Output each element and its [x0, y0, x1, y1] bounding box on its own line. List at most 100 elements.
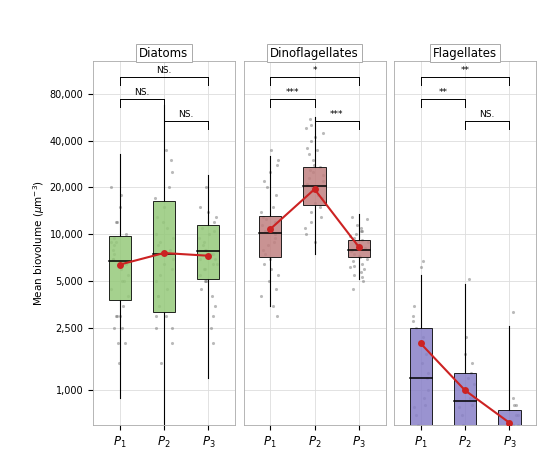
- Point: [511, 402, 520, 409]
- Point: [357, 224, 366, 232]
- Point: [317, 213, 325, 220]
- Point: [167, 156, 176, 164]
- Point: [465, 275, 474, 283]
- Point: [513, 449, 522, 456]
- Point: [409, 317, 417, 325]
- Point: [259, 213, 267, 220]
- Point: [196, 255, 205, 262]
- Point: [350, 250, 358, 258]
- Point: [259, 260, 268, 267]
- Point: [151, 325, 160, 332]
- Point: [348, 257, 357, 264]
- Point: [424, 449, 433, 456]
- Point: [452, 444, 461, 451]
- Point: [512, 433, 521, 441]
- Point: [262, 216, 271, 223]
- Point: [418, 257, 427, 264]
- Point: [463, 387, 472, 394]
- Point: [196, 271, 205, 279]
- Point: [156, 359, 165, 367]
- Point: [154, 242, 162, 249]
- Point: [117, 265, 126, 273]
- Point: [264, 242, 273, 249]
- Point: [152, 231, 161, 238]
- Point: [514, 464, 523, 467]
- Point: [167, 340, 176, 347]
- Point: [114, 340, 123, 347]
- FancyBboxPatch shape: [498, 410, 521, 466]
- Point: [208, 260, 217, 267]
- Point: [467, 359, 476, 367]
- Point: [421, 402, 429, 409]
- Point: [501, 441, 510, 448]
- Point: [273, 161, 282, 169]
- Point: [417, 340, 426, 347]
- Point: [160, 260, 168, 267]
- Point: [124, 271, 133, 279]
- Point: [508, 308, 517, 315]
- Point: [124, 293, 132, 300]
- Point: [266, 169, 275, 176]
- Point: [311, 199, 319, 206]
- Point: [115, 312, 124, 320]
- Point: [260, 177, 269, 185]
- Point: [274, 271, 283, 279]
- Point: [355, 252, 364, 260]
- Point: [109, 255, 118, 262]
- Point: [351, 240, 360, 248]
- Point: [514, 421, 522, 429]
- Point: [167, 325, 176, 332]
- Point: [352, 221, 361, 229]
- Point: [409, 464, 417, 467]
- Point: [506, 458, 515, 465]
- Text: ***: ***: [330, 110, 344, 119]
- Point: [199, 242, 207, 249]
- Point: [201, 246, 210, 253]
- Point: [203, 208, 212, 215]
- Point: [306, 219, 315, 226]
- Point: [346, 233, 354, 240]
- Point: [511, 449, 520, 456]
- Point: [407, 424, 416, 431]
- Point: [417, 263, 426, 270]
- Text: *: *: [312, 66, 317, 75]
- Point: [271, 191, 280, 198]
- Point: [206, 325, 215, 332]
- Point: [455, 403, 463, 411]
- Point: [307, 187, 316, 195]
- Point: [409, 312, 417, 320]
- Point: [303, 180, 312, 188]
- Point: [305, 150, 314, 157]
- Point: [114, 359, 123, 367]
- Point: [361, 244, 370, 252]
- Point: [211, 302, 219, 309]
- Point: [310, 238, 319, 245]
- Point: [463, 374, 472, 382]
- Point: [457, 464, 465, 467]
- Point: [200, 238, 208, 245]
- Point: [414, 421, 422, 429]
- Point: [165, 184, 173, 191]
- Point: [259, 246, 267, 253]
- Point: [205, 231, 213, 238]
- Point: [201, 265, 210, 273]
- Point: [267, 224, 276, 232]
- Point: [110, 250, 119, 258]
- Point: [358, 227, 367, 235]
- FancyBboxPatch shape: [410, 328, 432, 461]
- Point: [156, 238, 165, 245]
- Point: [261, 227, 270, 235]
- Point: [316, 163, 325, 171]
- Point: [213, 260, 222, 267]
- Point: [363, 216, 371, 223]
- Point: [151, 195, 160, 202]
- Point: [112, 312, 120, 320]
- Point: [420, 444, 428, 451]
- Point: [419, 458, 428, 465]
- Point: [154, 293, 162, 300]
- FancyBboxPatch shape: [304, 167, 325, 205]
- Point: [468, 402, 477, 409]
- Point: [302, 124, 311, 132]
- Point: [463, 424, 472, 431]
- Point: [453, 449, 462, 456]
